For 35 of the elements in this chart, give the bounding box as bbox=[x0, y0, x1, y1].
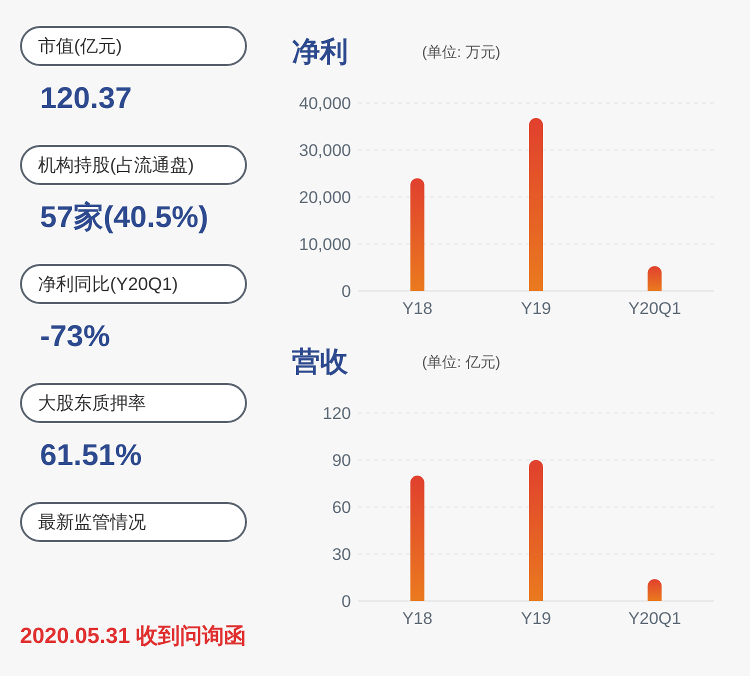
text: 2020.05.31 收到问询函 bbox=[20, 623, 246, 648]
y-tick-label: 20,000 bbox=[299, 188, 351, 207]
bar bbox=[648, 266, 662, 291]
x-tick-label: Y20Q1 bbox=[628, 609, 682, 628]
x-tick-label: Y18 bbox=[402, 609, 432, 628]
chart-subtitle: (单位: 万元) bbox=[422, 44, 500, 61]
x-tick-label: Y18 bbox=[402, 299, 432, 318]
x-tick-label: Y19 bbox=[520, 609, 552, 628]
text: -73% bbox=[40, 320, 110, 353]
y-tick-label: 10,000 bbox=[299, 235, 351, 254]
y-tick-label: 0 bbox=[342, 592, 351, 611]
chart-title: 净利 bbox=[292, 36, 348, 67]
y-tick-label: 90 bbox=[332, 451, 351, 470]
y-tick-label: 30,000 bbox=[299, 141, 351, 160]
y-tick-label: 120 bbox=[322, 404, 351, 423]
y-tick-label: 60 bbox=[332, 498, 351, 517]
bar bbox=[410, 178, 424, 291]
text: 120.37 bbox=[40, 82, 132, 115]
bar bbox=[529, 460, 543, 601]
category-label: 市值(亿元) bbox=[38, 36, 122, 56]
bar bbox=[529, 118, 543, 291]
y-tick-label: 40,000 bbox=[299, 94, 351, 113]
category-label: 最新监管情况 bbox=[38, 512, 146, 532]
bar bbox=[410, 476, 424, 601]
x-tick-label: Y19 bbox=[520, 299, 552, 318]
text: 61.51% bbox=[40, 439, 142, 472]
x-tick-label: Y20Q1 bbox=[628, 299, 682, 318]
category-label: 净利同比(Y20Q1) bbox=[38, 274, 178, 294]
text: 57家(40.5%) bbox=[40, 201, 208, 234]
y-tick-label: 30 bbox=[332, 545, 351, 564]
y-tick-label: 0 bbox=[342, 282, 351, 301]
category-label: 机构持股(占流通盘) bbox=[38, 155, 194, 175]
chart-title: 营收 bbox=[291, 346, 349, 377]
chart-subtitle: (单位: 亿元) bbox=[422, 354, 500, 371]
category-label: 大股东质押率 bbox=[38, 393, 146, 413]
